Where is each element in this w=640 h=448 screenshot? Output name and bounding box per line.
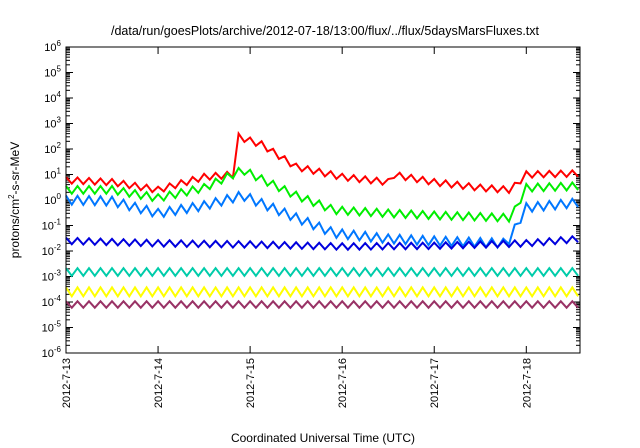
y-tick-label: 10-3 <box>42 269 62 284</box>
y-tick-label: 105 <box>44 65 61 80</box>
y-axis-label: protons/cm2-s-sr-MeV <box>7 142 22 258</box>
plot-area <box>65 130 579 310</box>
series-line-3 <box>65 190 579 250</box>
y-tick-label: 10-1 <box>42 218 62 233</box>
y-tick-label: 103 <box>44 116 61 131</box>
x-axis: 2012-7-13 2012-7-14 2012-7-15 2012-7-16 2012… <box>61 47 533 408</box>
y-tick-label: 102 <box>44 141 61 156</box>
y-tick-label: 10-4 <box>42 294 62 309</box>
series-line-6 <box>65 285 579 299</box>
x-tick-label: 2012-7-15 <box>245 358 257 408</box>
x-tick-label: 2012-7-17 <box>429 358 441 408</box>
series-line-5 <box>65 266 579 278</box>
y-tick-label: 100 <box>44 192 61 207</box>
y-tick-label: 101 <box>44 167 61 182</box>
x-axis-label: Coordinated Universal Time (UTC) <box>231 431 415 445</box>
y-tick-label: 10-2 <box>42 243 62 258</box>
y-tick-label: 10-5 <box>42 320 62 335</box>
plot-frame <box>65 46 581 354</box>
series-line-1 <box>65 130 579 195</box>
y-tick-label: 10-6 <box>42 345 62 360</box>
x-tick-label: 2012-7-16 <box>337 358 349 408</box>
chart-title: /data/run/goesPlots/archive/2012-07-18/1… <box>111 24 540 38</box>
y-tick-label: 104 <box>44 90 61 105</box>
x-tick-label: 2012-7-13 <box>61 358 73 408</box>
y-tick-label: 106 <box>44 39 61 54</box>
series-line-2 <box>65 166 579 224</box>
series-line-7 <box>65 299 579 310</box>
series-line-4 <box>65 234 579 252</box>
x-tick-label: 2012-7-14 <box>153 358 165 408</box>
x-tick-label: 2012-7-18 <box>521 358 533 408</box>
